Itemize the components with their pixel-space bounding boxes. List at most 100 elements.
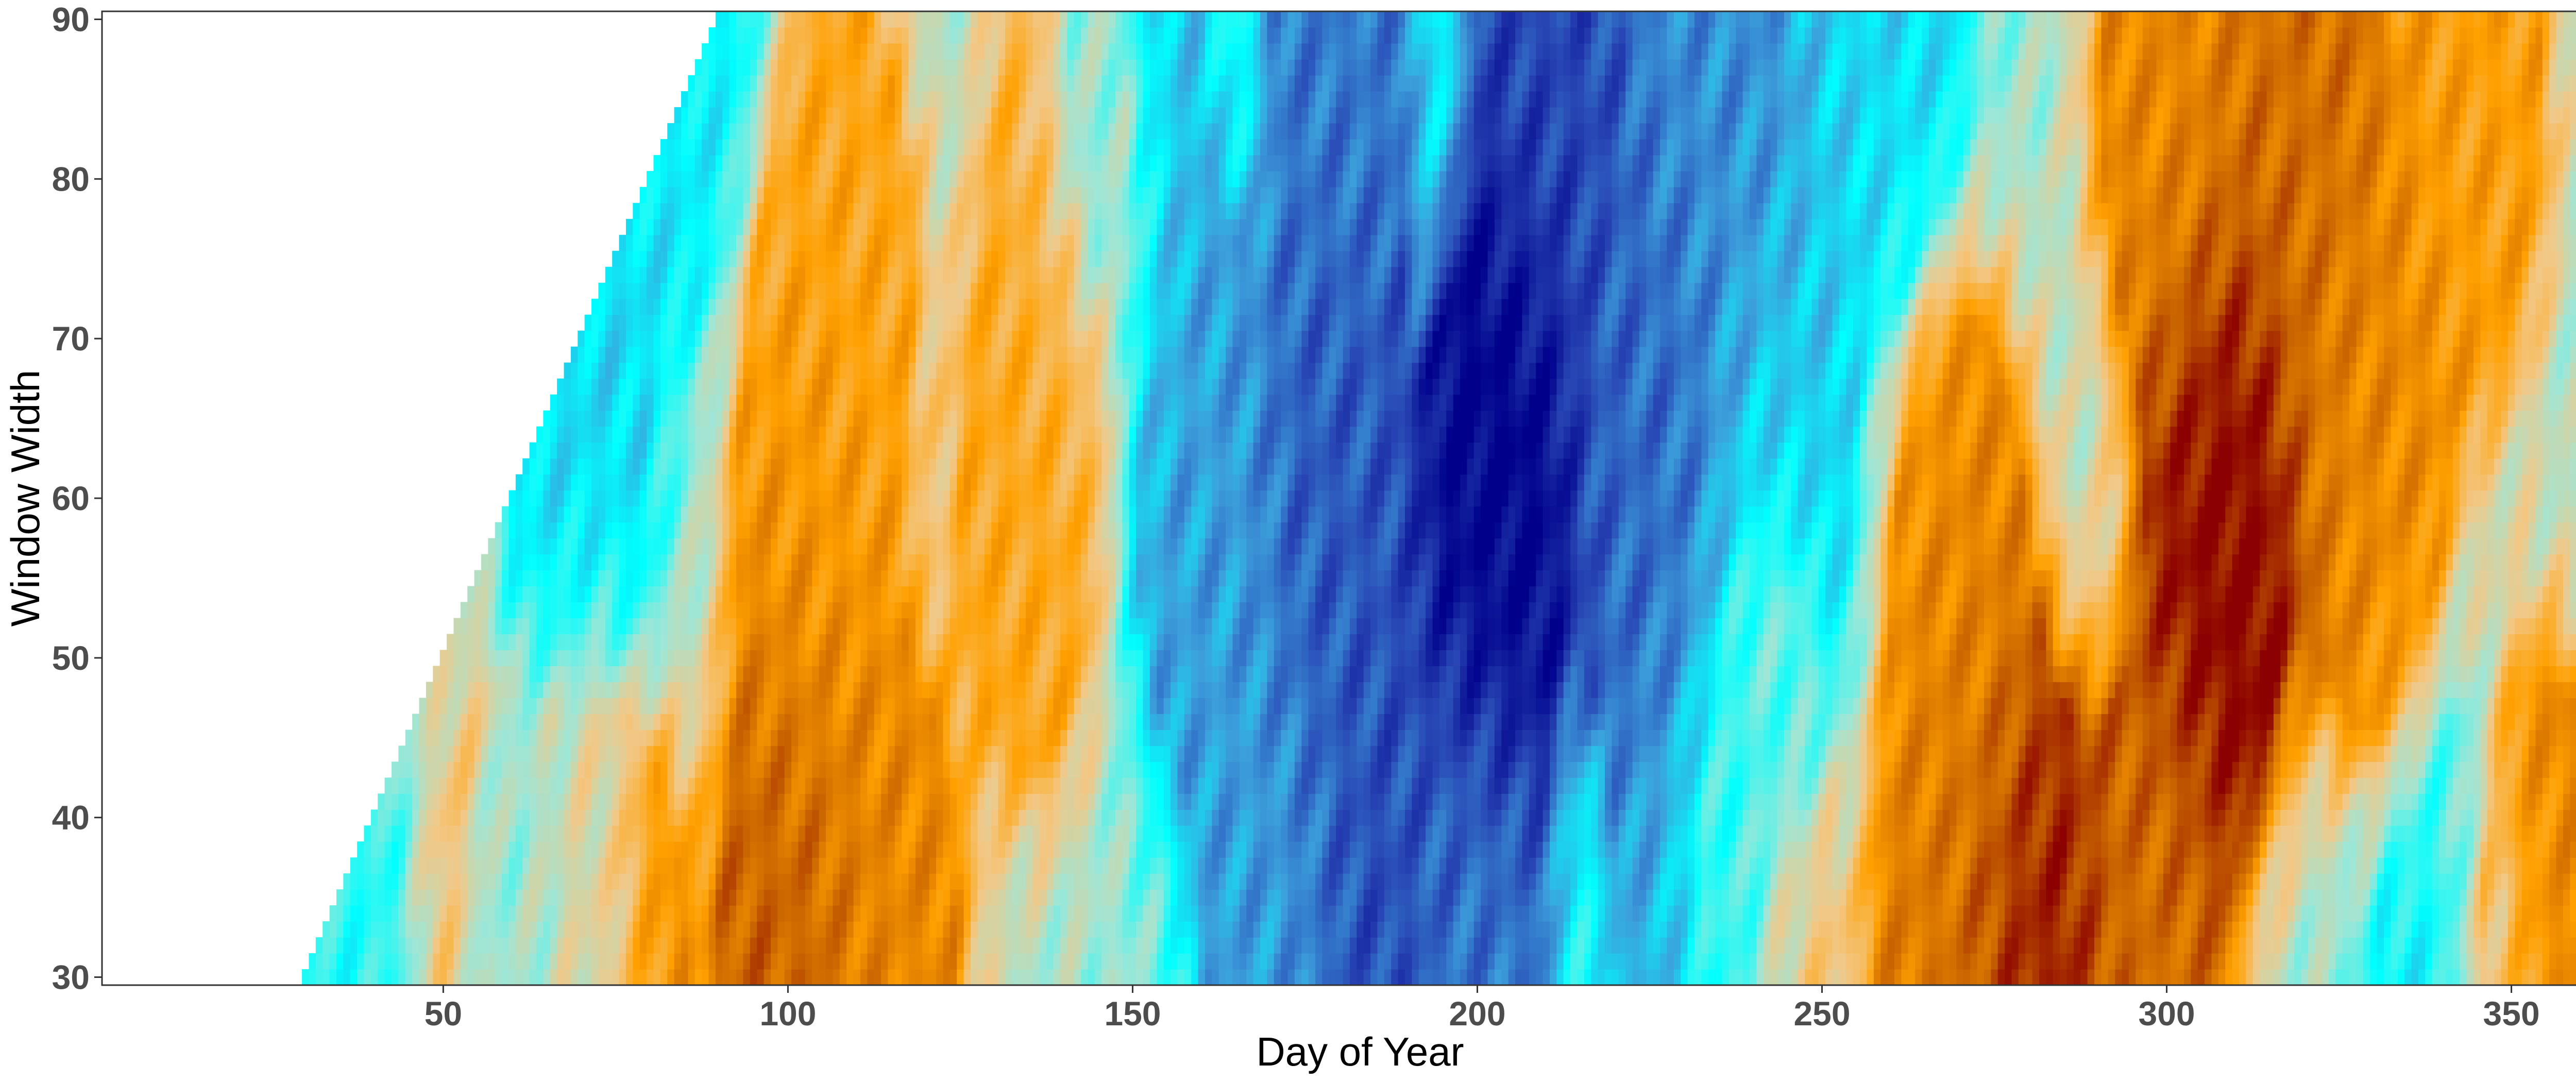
heatmap-cell [1218,777,1226,794]
heatmap-cell [1398,809,1405,826]
heatmap-cell [1853,777,1860,794]
heatmap-cell [1349,793,1357,810]
heatmap-cell [612,889,620,906]
heatmap-cell [1867,857,1874,874]
heatmap-cell [1494,809,1502,826]
heatmap-cell [1171,921,1178,938]
heatmap-cell [2149,793,2157,810]
heatmap-cell [1143,793,1150,810]
heatmap-cell [1708,841,1716,858]
heatmap-cell [2018,777,2026,794]
heatmap-cell [2177,873,2184,890]
heatmap-cell [2115,905,2123,922]
heatmap-cell [1239,762,1247,778]
heatmap-cell [1398,969,1405,986]
heatmap-cell [1515,825,1523,842]
heatmap-cell [1494,762,1502,778]
heatmap-cell [1308,841,1316,858]
heatmap-cell [1467,762,1475,778]
heatmap-cell [653,730,661,746]
heatmap-cell [1618,873,1626,890]
heatmap-cell [309,953,316,970]
heatmap-cell [1984,793,1991,810]
heatmap-cell [2128,841,2136,858]
heatmap-cell [1673,873,1681,890]
heatmap-cell [1060,889,1067,906]
heatmap-cell [1853,762,1860,778]
heatmap-cell [1784,825,1791,842]
heatmap-cell [991,969,999,986]
heatmap-cell [1088,857,1095,874]
heatmap-cell [688,905,696,922]
heatmap-cell [1639,889,1647,906]
heatmap-cell [1728,762,1736,778]
heatmap-cell [1515,762,1523,778]
heatmap-cell [2570,841,2576,858]
heatmap-cell [757,730,765,746]
heatmap-cell [1632,762,1640,778]
heatmap-cell [509,793,516,810]
heatmap-cell [1522,937,1530,954]
heatmap-cell [474,841,482,858]
heatmap-cell [1563,841,1571,858]
heatmap-cell [963,809,971,826]
heatmap-cell [1818,762,1826,778]
heatmap-cell [529,857,537,874]
heatmap-cell [1742,762,1750,778]
heatmap-cell [1377,809,1385,826]
heatmap-cell [1143,825,1150,842]
heatmap-cell [1915,857,1923,874]
heatmap-cell [1384,746,1392,762]
heatmap-cell [2184,969,2191,986]
heatmap-cell [1032,905,1040,922]
heatmap-cell [957,841,964,858]
heatmap-cell [950,969,957,986]
heatmap-cell [1646,809,1654,826]
heatmap-cell [1605,905,1612,922]
heatmap-cell [1563,873,1571,890]
heatmap-cell [543,730,551,746]
heatmap-cell [950,762,957,778]
heatmap-cell [1439,905,1447,922]
heatmap-cell [2425,809,2433,826]
heatmap-cell [1632,809,1640,826]
heatmap-cell [2239,953,2247,970]
heatmap-cell [1598,746,1605,762]
heatmap-cell [702,841,709,858]
heatmap-cell [1832,809,1840,826]
heatmap-cell [688,873,696,890]
heatmap-cell [536,857,544,874]
heatmap-cell [1681,953,1688,970]
heatmap-cell [1143,905,1150,922]
heatmap-cell [1791,793,1799,810]
heatmap-cell [2425,921,2433,938]
heatmap-cell [391,905,399,922]
heatmap-cell [522,793,530,810]
heatmap-cell [1997,777,2005,794]
heatmap-cell [998,793,1006,810]
heatmap-cell [1357,969,1364,986]
heatmap-cell [2273,841,2281,858]
heatmap-cell [343,969,351,986]
heatmap-cell [1391,857,1399,874]
heatmap-cell [2115,873,2123,890]
heatmap-cell [1584,905,1591,922]
heatmap-cell [1012,921,1020,938]
heatmap-cell [1446,937,1454,954]
heatmap-cell [1963,841,1971,858]
heatmap-cell [1404,937,1412,954]
heatmap-cell [2466,921,2474,938]
heatmap-cell [1818,809,1826,826]
heatmap-cell [2170,857,2178,874]
heatmap-cell [702,921,709,938]
heatmap-cell [1646,921,1654,938]
heatmap-cell [2087,937,2095,954]
heatmap-cell [998,889,1006,906]
heatmap-cell [2370,937,2378,954]
heatmap-cell [2501,825,2509,842]
heatmap-cell [1329,746,1336,762]
heatmap-cell [2218,969,2226,986]
heatmap-cell [963,921,971,938]
heatmap-cell [2184,841,2191,858]
heatmap-cell [1418,889,1426,906]
